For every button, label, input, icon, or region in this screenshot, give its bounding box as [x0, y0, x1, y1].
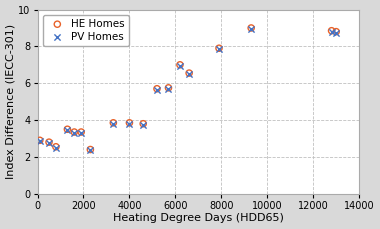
HE Homes	[329, 29, 335, 33]
HE Homes	[154, 87, 160, 91]
HE Homes	[140, 122, 146, 125]
PV Homes	[46, 141, 52, 145]
PV Homes	[216, 47, 222, 51]
HE Homes	[127, 121, 133, 125]
HE Homes	[216, 46, 222, 50]
HE Homes	[71, 130, 77, 134]
Y-axis label: Index Difference (IECC-301): Index Difference (IECC-301)	[6, 24, 16, 179]
HE Homes	[37, 139, 43, 142]
HE Homes	[78, 130, 84, 134]
X-axis label: Heating Degree Days (HDD65): Heating Degree Days (HDD65)	[113, 213, 284, 224]
HE Homes	[46, 140, 52, 144]
PV Homes	[110, 122, 116, 125]
PV Homes	[329, 30, 335, 33]
PV Homes	[186, 72, 192, 76]
PV Homes	[140, 123, 146, 126]
PV Homes	[333, 31, 339, 34]
PV Homes	[78, 131, 84, 135]
PV Homes	[64, 128, 70, 132]
PV Homes	[154, 88, 160, 92]
HE Homes	[165, 86, 171, 90]
HE Homes	[333, 30, 339, 33]
HE Homes	[87, 148, 93, 151]
PV Homes	[165, 87, 171, 91]
HE Homes	[53, 145, 59, 149]
PV Homes	[87, 149, 93, 152]
HE Homes	[110, 121, 116, 125]
PV Homes	[248, 27, 254, 31]
HE Homes	[248, 26, 254, 30]
Legend: HE Homes, PV Homes: HE Homes, PV Homes	[43, 15, 129, 46]
PV Homes	[53, 146, 59, 150]
PV Homes	[71, 131, 77, 135]
PV Homes	[37, 139, 43, 143]
HE Homes	[186, 71, 192, 75]
HE Homes	[64, 127, 70, 131]
HE Homes	[177, 63, 183, 67]
PV Homes	[127, 122, 133, 125]
PV Homes	[177, 64, 183, 68]
